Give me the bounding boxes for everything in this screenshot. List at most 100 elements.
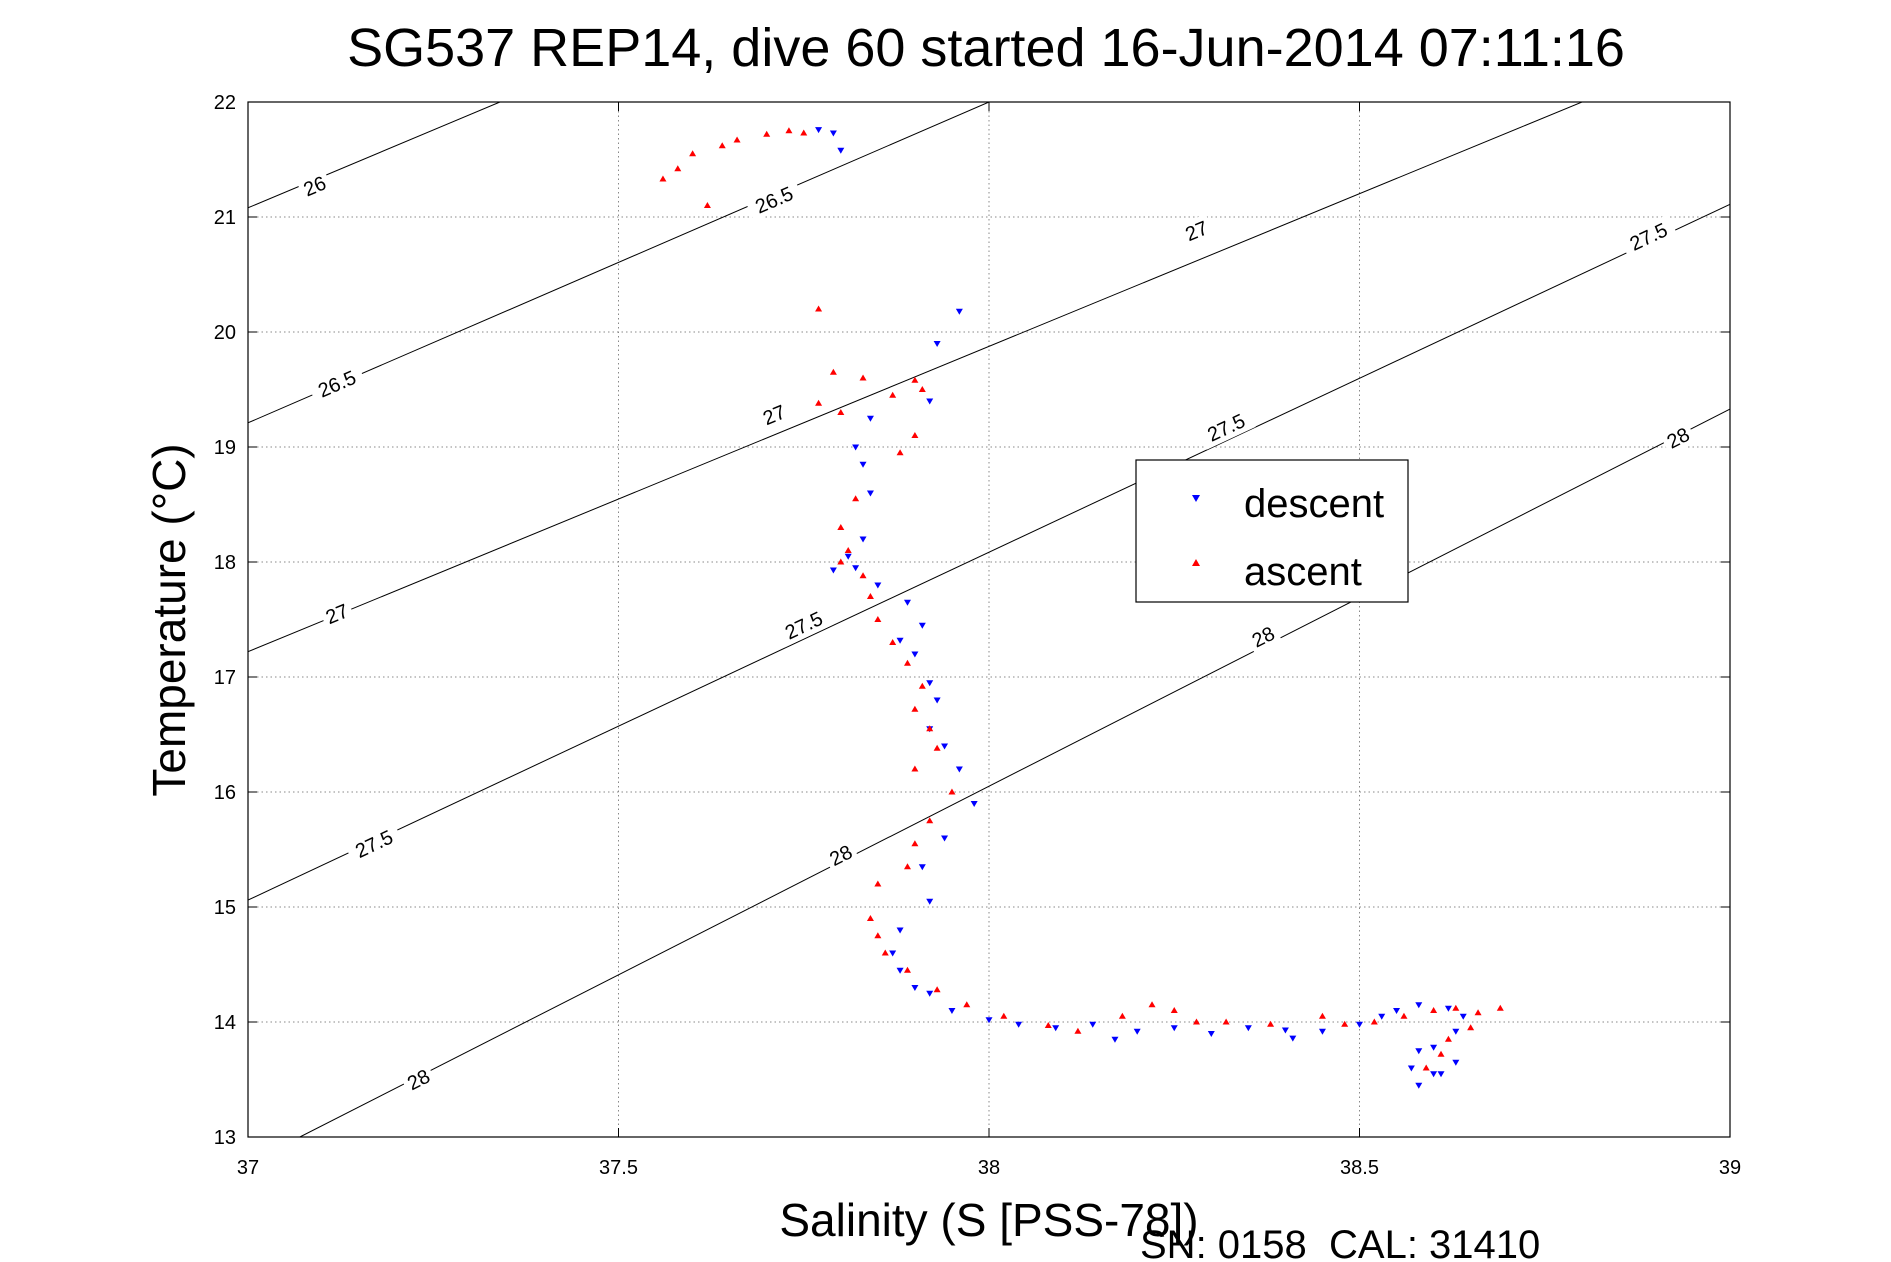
descent-point (941, 743, 949, 750)
descent-point (815, 127, 823, 134)
y-tick-label: 22 (214, 92, 236, 114)
ascent-point (1474, 1009, 1482, 1016)
descent-point (859, 461, 867, 468)
x-tick-label: 39 (1719, 1157, 1741, 1179)
descent-point (918, 864, 926, 871)
descent-point (926, 990, 934, 997)
descent-point (1415, 1048, 1423, 1055)
descent-point (1289, 1035, 1297, 1042)
descent-point (933, 697, 941, 704)
ascent-point (889, 391, 897, 398)
chart-title: SG537 REP14, dive 60 started 16-Jun-2014… (347, 18, 1625, 78)
ascent-point (1422, 1064, 1430, 1071)
descent-point (926, 398, 934, 405)
descent-point (1430, 1071, 1438, 1078)
descent-point (866, 490, 874, 497)
descent-point (1452, 1059, 1460, 1066)
descent-point (926, 898, 934, 905)
x-tick-label: 37.5 (599, 1157, 638, 1179)
descent-point (911, 985, 919, 991)
serial-calibration-note: SN: 0158 CAL: 31410 (1140, 1223, 1540, 1262)
descent-point (1437, 1071, 1445, 1078)
descent-point (1281, 1027, 1289, 1034)
descent-point (896, 637, 904, 644)
contour-label-gap (1196, 405, 1256, 450)
descent-point (1356, 1021, 1363, 1028)
ascent-point (659, 175, 667, 182)
y-tick-label: 19 (214, 437, 236, 459)
y-tick-label: 14 (214, 1012, 236, 1034)
descent-point (926, 680, 934, 687)
ascent-point (1437, 1050, 1445, 1057)
ascent-point (1267, 1020, 1275, 1027)
contour-line-27 (248, 102, 1584, 653)
grid-lines (248, 102, 1730, 1137)
ascent-point (1074, 1027, 1082, 1034)
descent-point (1318, 1028, 1326, 1035)
ascent-point (1452, 1004, 1460, 1011)
legend-ascent-marker (1192, 559, 1200, 566)
ascent-point (837, 524, 845, 530)
x-tick-label: 37 (237, 1157, 259, 1179)
descent-point (1052, 1025, 1060, 1032)
contour-label-gap (755, 397, 793, 432)
ascent-point (918, 386, 926, 392)
descent-point (889, 950, 897, 957)
ascent-point (1222, 1018, 1230, 1025)
ascent-point (874, 932, 882, 939)
ascent-point (785, 127, 793, 134)
descent-point (829, 130, 837, 137)
data-points (659, 127, 1504, 1089)
descent-point (933, 341, 941, 347)
ascent-point (911, 765, 919, 772)
ascent-point (866, 915, 874, 921)
descent-point (903, 599, 911, 606)
ascent-point (866, 593, 874, 599)
y-tick-label: 18 (214, 552, 236, 574)
ascent-point (1118, 1012, 1126, 1019)
contour-line-26 (248, 102, 501, 209)
ascent-point (1467, 1024, 1475, 1031)
ascent-point (859, 572, 867, 579)
ascent-point (1370, 1018, 1378, 1025)
descent-point (1244, 1025, 1252, 1032)
legend-descent-marker (1192, 495, 1200, 502)
descent-point (859, 536, 867, 543)
ascent-point (800, 129, 808, 136)
y-tick-label: 16 (214, 782, 236, 804)
descent-point (1393, 1008, 1401, 1014)
y-tick-label: 15 (214, 897, 236, 919)
ascent-point (829, 368, 837, 375)
descent-point (844, 553, 852, 560)
legend-descent-label: descent (1244, 482, 1384, 526)
ascent-point (1318, 1012, 1326, 1019)
contour-line-27.5 (248, 203, 1730, 901)
axis-ticks: 37 37.5 38 38.5 39 13 14 15 16 17 18 19 20 21 22 (214, 92, 1741, 1179)
ascent-point (911, 705, 919, 712)
contour-label-28: 28 (1244, 619, 1282, 655)
x-tick-label: 38 (978, 1157, 1000, 1179)
contour-label-gap (307, 362, 367, 406)
descent-point (1407, 1065, 1415, 1072)
descent-point (970, 801, 978, 807)
ascent-point (1430, 1007, 1438, 1013)
descent-point (874, 582, 882, 589)
contour-label-gap (318, 596, 356, 631)
contour-label-gap (344, 821, 404, 867)
ascent-point (815, 399, 823, 406)
ascent-point (1044, 1021, 1052, 1028)
ascent-point (918, 682, 926, 689)
contour-label-27: 27 (318, 596, 356, 631)
ascent-point (948, 788, 956, 795)
y-axis-label: Temperature (°C) (143, 443, 195, 796)
ascent-point (859, 374, 867, 381)
contour-label-gap (1244, 619, 1282, 655)
legend: descent ascent (1135, 459, 1409, 603)
descent-point (1452, 1028, 1460, 1035)
contour-label-gap (774, 602, 834, 648)
ascent-point (881, 949, 889, 956)
ascent-point (874, 616, 882, 622)
descent-point (955, 766, 963, 773)
descent-point (1111, 1036, 1119, 1043)
